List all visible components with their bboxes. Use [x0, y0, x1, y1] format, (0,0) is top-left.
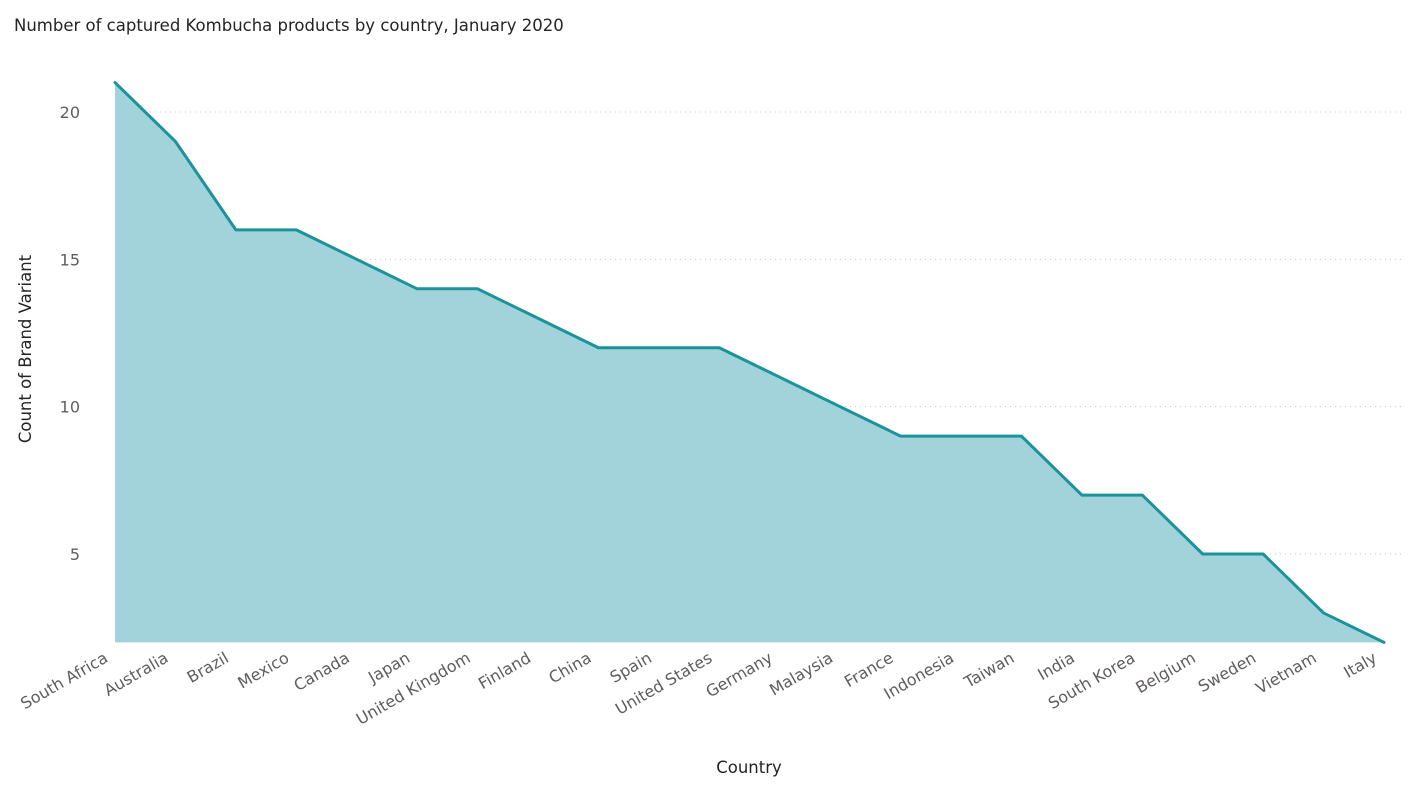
x-tick-label: Germany: [703, 648, 776, 701]
x-tick-label: India: [1034, 648, 1078, 684]
data-point[interactable]: [293, 227, 299, 233]
x-tick-label: Sweden: [1195, 648, 1259, 696]
data-point[interactable]: [112, 80, 118, 86]
plot-area: [112, 80, 1387, 645]
x-tick-label: Canada: [290, 648, 352, 695]
y-tick-label: 15: [60, 250, 80, 269]
x-tick-label: Finland: [475, 648, 534, 693]
data-point[interactable]: [1260, 551, 1266, 557]
data-point[interactable]: [777, 374, 783, 380]
y-axis-title: Count of Brand Variant: [16, 254, 35, 443]
data-point[interactable]: [1200, 551, 1206, 557]
y-tick-label: 20: [60, 103, 80, 122]
x-tick-label: Malaysia: [766, 648, 836, 699]
x-axis-title: Country: [716, 758, 782, 777]
x-tick-label: Belgium: [1132, 648, 1198, 697]
data-point[interactable]: [1079, 492, 1085, 498]
series-line: [113, 81, 1386, 644]
data-point[interactable]: [595, 345, 601, 351]
x-tick-label: China: [545, 648, 594, 687]
data-point[interactable]: [898, 433, 904, 439]
y-tick-label: 10: [60, 398, 80, 417]
data-point[interactable]: [1018, 433, 1024, 439]
data-point[interactable]: [535, 315, 541, 321]
data-point[interactable]: [475, 286, 481, 292]
data-point[interactable]: [1321, 610, 1327, 616]
data-point[interactable]: [958, 433, 964, 439]
y-axis-ticks: 5 10 15 20: [60, 103, 80, 564]
x-tick-label: Mexico: [234, 648, 292, 692]
data-point[interactable]: [1381, 639, 1387, 645]
data-point[interactable]: [837, 404, 843, 410]
data-point[interactable]: [172, 138, 178, 144]
x-tick-label: Italy: [1340, 648, 1380, 682]
x-tick-label: Taiwan: [960, 648, 1017, 692]
y-tick-label: 5: [70, 545, 80, 564]
data-point[interactable]: [233, 227, 239, 233]
data-point[interactable]: [716, 345, 722, 351]
x-tick-label: Brazil: [184, 648, 232, 687]
x-tick-label: Australia: [101, 648, 172, 700]
data-point[interactable]: [414, 286, 420, 292]
x-tick-label: Vietnam: [1252, 648, 1319, 698]
x-tick-label: South Africa: [17, 648, 111, 713]
data-point[interactable]: [656, 345, 662, 351]
area-fill: [115, 82, 1384, 643]
data-point[interactable]: [1139, 492, 1145, 498]
chart-title: Number of captured Kombucha products by …: [14, 16, 564, 35]
x-tick-label: Indonesia: [880, 648, 957, 703]
data-point[interactable]: [354, 256, 360, 262]
x-tick-label: United Kingdom: [353, 648, 474, 729]
